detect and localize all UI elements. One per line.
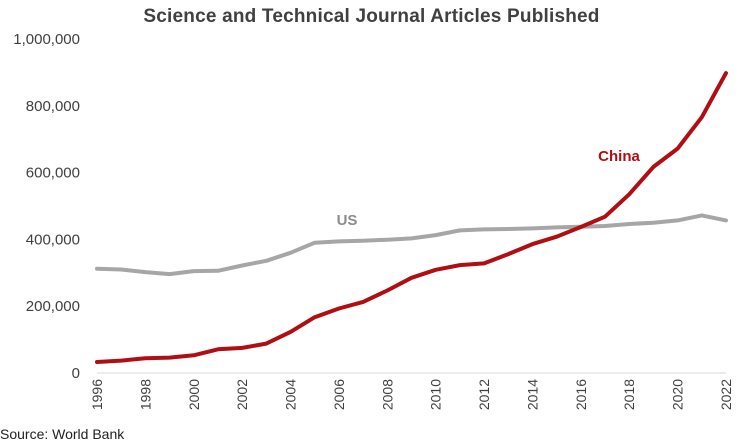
series-label-us: US xyxy=(337,212,358,229)
series-label-china: China xyxy=(598,148,640,165)
x-tick-label: 2014 xyxy=(524,379,540,410)
x-tick-label: 2008 xyxy=(379,379,395,410)
x-tick-label: 2002 xyxy=(234,379,250,410)
y-tick-label: 200,000 xyxy=(26,298,80,315)
y-axis-labels: 0 200,000 400,000 600,000 800,000 1,000,000 xyxy=(13,31,80,382)
x-tick-label: 2006 xyxy=(331,379,347,410)
x-tick-label: 1996 xyxy=(89,379,105,410)
source-note: Source: World Bank xyxy=(0,426,125,442)
x-tick-label: 2010 xyxy=(428,379,444,410)
series-line-us xyxy=(95,213,728,277)
x-tick-label: 2016 xyxy=(573,379,589,410)
x-tick-label: 2022 xyxy=(718,379,734,410)
y-tick-label: 0 xyxy=(72,365,80,382)
series-lines xyxy=(95,71,728,364)
y-tick-label: 400,000 xyxy=(26,231,80,248)
y-tick-label: 1,000,000 xyxy=(13,31,80,48)
series-line-china xyxy=(95,71,728,364)
x-tick-label: 2012 xyxy=(476,379,492,410)
y-tick-label: 800,000 xyxy=(26,98,80,115)
x-tick-label: 2020 xyxy=(670,379,686,410)
x-axis-labels: 1996 1998 2000 2002 2004 2006 2008 2010 2012 2014… xyxy=(89,379,734,410)
y-tick-label: 600,000 xyxy=(26,165,80,182)
chart-title: Science and Technical Journal Articles P… xyxy=(143,6,600,27)
x-tick-label: 2004 xyxy=(283,379,299,410)
x-tick-label: 2018 xyxy=(621,379,637,410)
x-tick-label: 2000 xyxy=(186,379,202,410)
x-tick-label: 1998 xyxy=(137,379,153,410)
